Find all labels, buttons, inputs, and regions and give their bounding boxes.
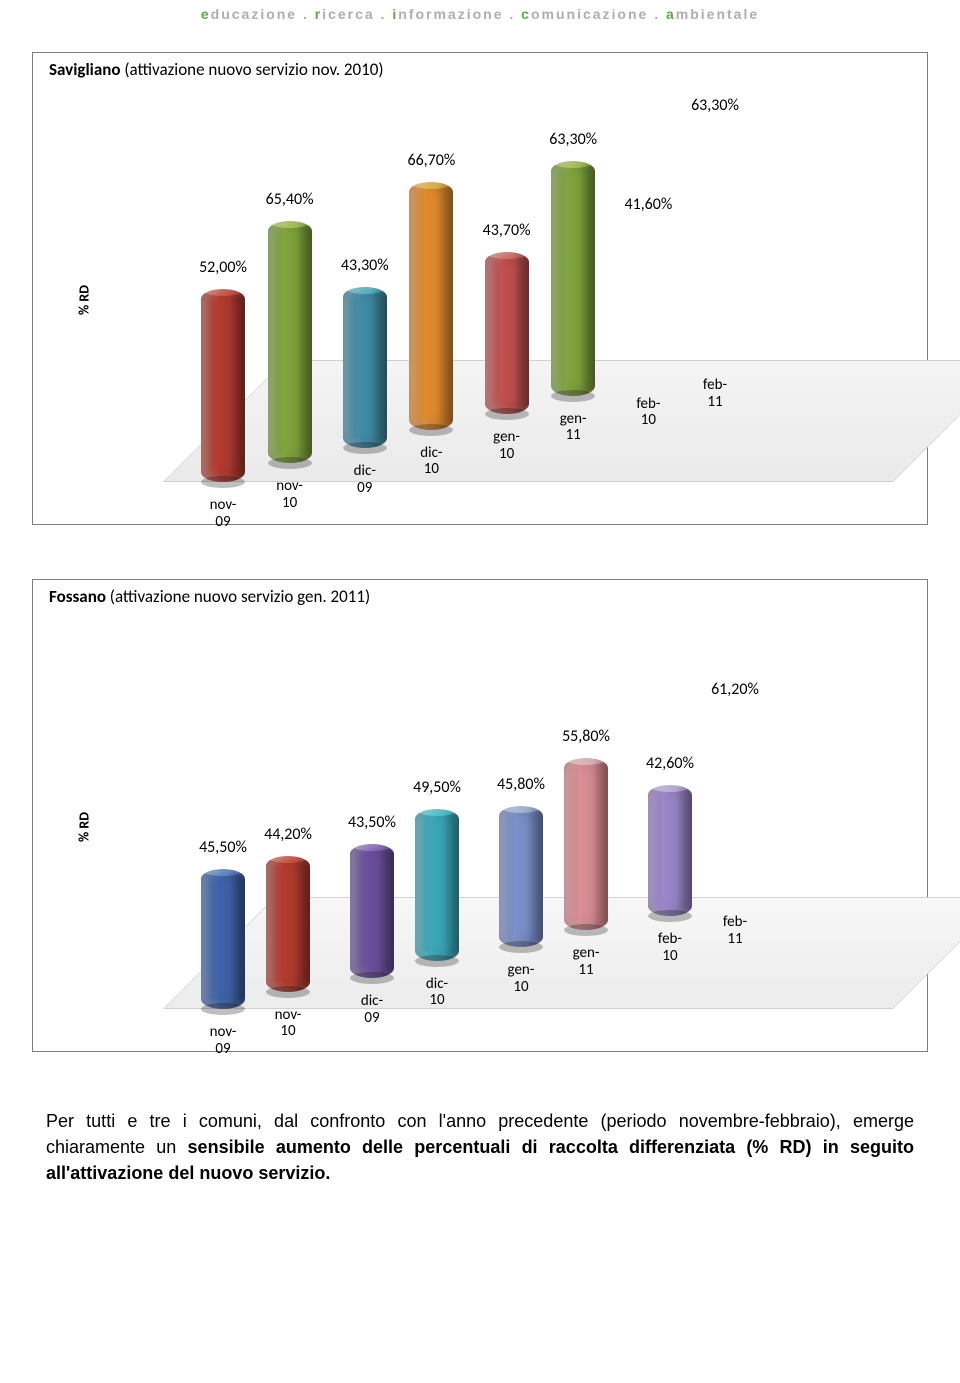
bar-value-label: 43,70% — [483, 221, 531, 240]
bar-value-label: 55,80% — [562, 727, 610, 746]
bar-category-label: feb- 11 — [703, 377, 727, 410]
bar-category-label: nov- 09 — [210, 497, 237, 530]
chart-title-rest: (attivazione nuovo servizio gen. 2011) — [106, 586, 370, 607]
chart-bar — [201, 289, 245, 482]
chart-stage: % RD 45,50%nov- 0944,20%nov- 1043,50%dic… — [43, 617, 917, 1037]
bar-value-label: 61,20% — [711, 680, 759, 699]
bar-category-label: gen- 10 — [508, 962, 535, 995]
chart-title: Savigliano (attivazione nuovo servizio n… — [43, 59, 917, 84]
chart-bar — [713, 711, 757, 899]
chart-bar — [551, 161, 595, 396]
chart-bar — [564, 758, 608, 930]
bar-category-label: gen- 11 — [560, 411, 587, 444]
bar-category-label: feb- 10 — [658, 931, 682, 964]
chart-title-bold: Fossano — [49, 586, 106, 607]
chart-bar — [626, 226, 670, 381]
bar-value-label: 43,30% — [341, 256, 389, 275]
chart-bar — [201, 869, 245, 1009]
bar-category-label: gen- 10 — [493, 429, 520, 462]
chart-bar — [266, 856, 310, 992]
chart-title-rest: (attivazione nuovo servizio nov. 2010) — [120, 59, 383, 80]
bar-category-label: gen- 11 — [573, 945, 600, 978]
bar-category-label: feb- 11 — [723, 914, 747, 947]
chart-title: Fossano (attivazione nuovo servizio gen.… — [43, 586, 917, 611]
bar-value-label: 41,60% — [624, 195, 672, 214]
chart-bar — [268, 221, 312, 464]
bar-value-label: 63,30% — [549, 130, 597, 149]
y-axis-label: % RD — [76, 285, 93, 315]
chart-savigliano: Savigliano (attivazione nuovo servizio n… — [32, 52, 928, 525]
page-header: educazione . ricerca . informazione . co… — [0, 0, 960, 52]
bar-category-label: nov- 10 — [276, 478, 303, 511]
body-paragraph: Per tutti e tre i comuni, dal confronto … — [46, 1108, 914, 1186]
y-axis-label: % RD — [76, 812, 93, 842]
bar-category-label: dic- 09 — [354, 463, 376, 496]
bar-value-label: 45,50% — [199, 838, 247, 857]
chart-bar — [350, 844, 394, 978]
bar-category-label: dic- 10 — [426, 976, 448, 1009]
bar-value-label: 52,00% — [199, 258, 247, 277]
bar-value-label: 49,50% — [413, 778, 461, 797]
chart-bar — [499, 806, 543, 947]
chart-bar — [343, 287, 387, 448]
chart-stage: % RD 52,00%nov- 0965,40%nov- 1043,30%dic… — [43, 90, 917, 510]
bar-value-label: 66,70% — [407, 151, 455, 170]
bar-category-label: dic- 09 — [361, 993, 383, 1026]
bar-value-label: 45,80% — [497, 775, 545, 794]
chart-bar — [415, 809, 459, 961]
bar-value-label: 63,30% — [691, 96, 739, 115]
chart-fossano: Fossano (attivazione nuovo servizio gen.… — [32, 579, 928, 1052]
bar-category-label: nov- 10 — [275, 1007, 302, 1040]
bar-value-label: 43,50% — [348, 813, 396, 832]
bar-category-label: feb- 10 — [636, 396, 660, 429]
chart-bar — [693, 127, 737, 362]
chart-bar — [485, 252, 529, 414]
chart-bar — [648, 785, 692, 916]
chart-bar — [409, 182, 453, 430]
chart-title-bold: Savigliano — [49, 59, 120, 80]
bar-category-label: dic- 10 — [420, 445, 442, 478]
bar-value-label: 44,20% — [264, 825, 312, 844]
bar-category-label: nov- 09 — [210, 1024, 237, 1057]
bar-value-label: 42,60% — [646, 754, 694, 773]
bar-value-label: 65,40% — [266, 190, 314, 209]
